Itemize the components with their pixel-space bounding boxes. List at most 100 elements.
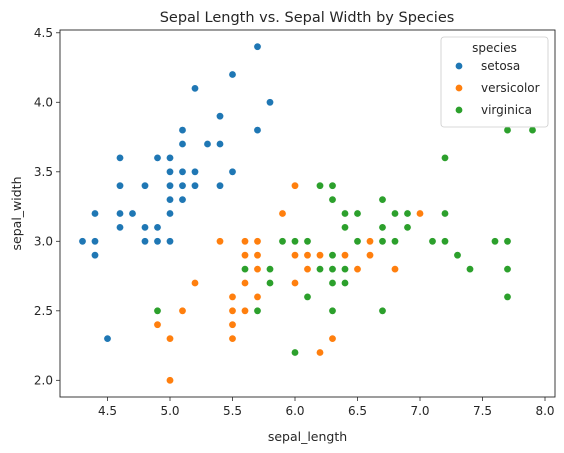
data-point-versicolor bbox=[253, 237, 262, 246]
data-point-virginica bbox=[315, 181, 324, 190]
data-point-virginica bbox=[378, 223, 387, 232]
data-point-setosa bbox=[178, 126, 187, 135]
data-point-virginica bbox=[303, 237, 312, 246]
legend-label-versicolor: versicolor bbox=[481, 81, 540, 95]
data-point-setosa bbox=[216, 139, 225, 148]
data-point-virginica bbox=[390, 237, 399, 246]
data-point-virginica bbox=[503, 265, 512, 274]
data-point-virginica bbox=[503, 126, 512, 135]
data-point-setosa bbox=[203, 139, 212, 148]
data-point-virginica bbox=[465, 265, 474, 274]
y-tick-label: 4.0 bbox=[34, 95, 53, 109]
data-point-setosa bbox=[166, 209, 175, 218]
y-tick-label: 3.0 bbox=[34, 234, 53, 248]
data-point-setosa bbox=[178, 139, 187, 148]
data-point-virginica bbox=[328, 195, 337, 204]
data-point-versicolor bbox=[178, 306, 187, 315]
data-point-setosa bbox=[178, 195, 187, 204]
data-point-versicolor bbox=[153, 320, 162, 329]
data-point-virginica bbox=[453, 251, 462, 260]
data-point-virginica bbox=[241, 265, 250, 274]
legend-label-virginica: virginica bbox=[481, 103, 532, 117]
x-tick-label: 6.5 bbox=[348, 404, 367, 418]
data-point-virginica bbox=[253, 306, 262, 315]
data-point-versicolor bbox=[253, 292, 262, 301]
data-point-virginica bbox=[403, 223, 412, 232]
x-tick-label: 8.0 bbox=[535, 404, 554, 418]
data-point-setosa bbox=[116, 209, 125, 218]
data-point-virginica bbox=[265, 279, 274, 288]
data-point-virginica bbox=[428, 237, 437, 246]
data-point-versicolor bbox=[315, 348, 324, 357]
data-point-versicolor bbox=[340, 251, 349, 260]
data-point-setosa bbox=[191, 167, 200, 176]
data-point-setosa bbox=[228, 167, 237, 176]
data-point-virginica bbox=[340, 209, 349, 218]
data-point-versicolor bbox=[415, 209, 424, 218]
data-point-setosa bbox=[116, 181, 125, 190]
data-point-versicolor bbox=[228, 306, 237, 315]
legend-box bbox=[440, 36, 549, 128]
data-point-versicolor bbox=[216, 237, 225, 246]
x-tick-label: 5.5 bbox=[223, 404, 242, 418]
data-point-versicolor bbox=[303, 251, 312, 260]
data-point-versicolor bbox=[253, 251, 262, 260]
data-point-setosa bbox=[91, 237, 100, 246]
data-point-virginica bbox=[278, 237, 287, 246]
data-point-virginica bbox=[328, 251, 337, 260]
data-point-setosa bbox=[216, 112, 225, 121]
data-point-virginica bbox=[265, 265, 274, 274]
data-point-setosa bbox=[166, 237, 175, 246]
data-point-virginica bbox=[290, 348, 299, 357]
legend-marker-setosa bbox=[454, 61, 463, 70]
data-point-versicolor bbox=[365, 251, 374, 260]
data-point-setosa bbox=[141, 181, 150, 190]
data-point-virginica bbox=[378, 195, 387, 204]
data-point-virginica bbox=[315, 265, 324, 274]
data-point-versicolor bbox=[328, 334, 337, 343]
x-tick-label: 4.5 bbox=[98, 404, 117, 418]
data-point-virginica bbox=[528, 126, 537, 135]
data-point-virginica bbox=[440, 237, 449, 246]
data-point-virginica bbox=[503, 237, 512, 246]
y-tick-label: 2.0 bbox=[34, 373, 53, 387]
data-point-versicolor bbox=[166, 334, 175, 343]
data-point-virginica bbox=[353, 209, 362, 218]
data-point-versicolor bbox=[241, 237, 250, 246]
data-point-setosa bbox=[141, 237, 150, 246]
data-point-setosa bbox=[153, 223, 162, 232]
data-point-versicolor bbox=[253, 265, 262, 274]
data-point-versicolor bbox=[303, 265, 312, 274]
legend-items: setosa versicolor virginica bbox=[454, 59, 540, 117]
data-point-virginica bbox=[378, 237, 387, 246]
data-point-versicolor bbox=[290, 279, 299, 288]
data-point-versicolor bbox=[166, 376, 175, 385]
data-point-virginica bbox=[290, 237, 299, 246]
data-point-setosa bbox=[166, 153, 175, 162]
data-point-virginica bbox=[153, 306, 162, 315]
data-point-versicolor bbox=[228, 320, 237, 329]
data-points bbox=[78, 42, 537, 385]
data-point-setosa bbox=[91, 251, 100, 260]
x-tick-label: 7.5 bbox=[473, 404, 492, 418]
data-point-virginica bbox=[303, 292, 312, 301]
legend-marker-virginica bbox=[454, 106, 463, 115]
data-point-setosa bbox=[166, 167, 175, 176]
x-tick-label: 7.0 bbox=[410, 404, 429, 418]
data-point-versicolor bbox=[241, 279, 250, 288]
data-point-versicolor bbox=[241, 251, 250, 260]
x-axis-label: sepal_length bbox=[268, 429, 347, 444]
data-point-virginica bbox=[378, 306, 387, 315]
data-point-setosa bbox=[216, 181, 225, 190]
y-axis-label: sepal_width bbox=[9, 177, 24, 251]
data-point-versicolor bbox=[278, 209, 287, 218]
data-point-virginica bbox=[440, 153, 449, 162]
data-point-setosa bbox=[191, 84, 200, 93]
data-point-versicolor bbox=[241, 306, 250, 315]
chart-title: Sepal Length vs. Sepal Width by Species bbox=[160, 10, 455, 26]
data-point-versicolor bbox=[315, 251, 324, 260]
data-point-setosa bbox=[228, 70, 237, 79]
data-point-virginica bbox=[328, 265, 337, 274]
data-point-versicolor bbox=[290, 181, 299, 190]
x-tick-label: 6.0 bbox=[285, 404, 304, 418]
